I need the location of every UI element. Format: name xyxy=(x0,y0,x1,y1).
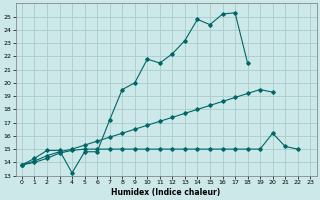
X-axis label: Humidex (Indice chaleur): Humidex (Indice chaleur) xyxy=(111,188,221,197)
